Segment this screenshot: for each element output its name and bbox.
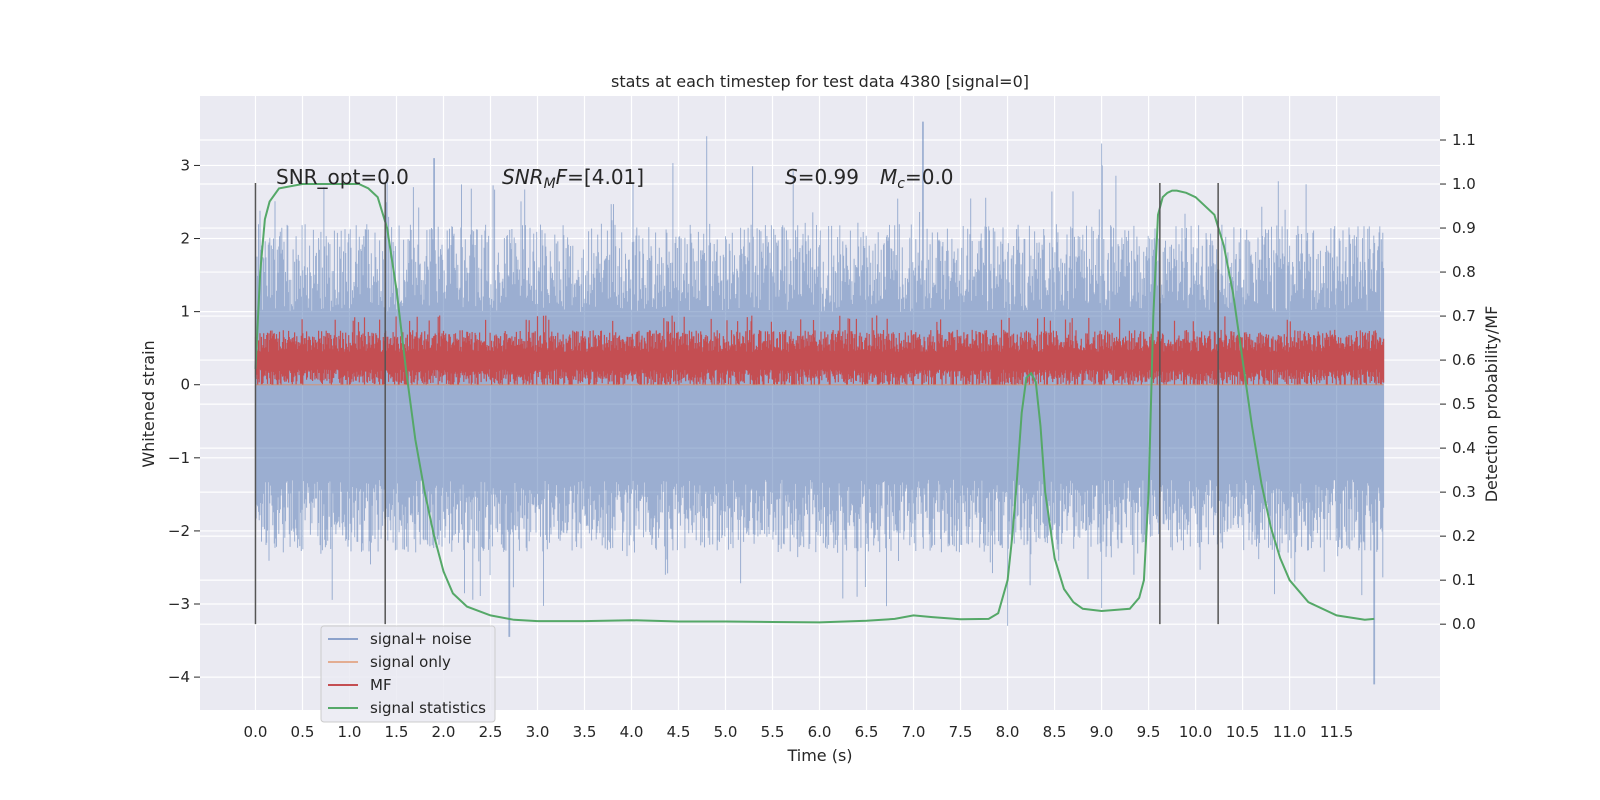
x-tick-label: 10.0 [1179, 723, 1212, 741]
y2-tick-label: 0.3 [1452, 483, 1476, 501]
y2-tick-label: 1.0 [1452, 175, 1476, 193]
y2-tick-label: 0.6 [1452, 351, 1476, 369]
annotation-snr-mf-value: =[4.01] [567, 165, 644, 189]
legend-label-signal-only: signal only [370, 653, 451, 671]
x-tick-label: 7.5 [949, 723, 973, 741]
x-tick-label: 11.0 [1273, 723, 1306, 741]
ticks: 0.0 0.5 1.0 1.5 2.0 2.5 3.0 3.5 4.0 4.5 5.0 5.5 6.0 6… [168, 131, 1476, 741]
x-tick-label: 0.5 [291, 723, 315, 741]
x-tick-label: 5.5 [761, 723, 785, 741]
x-tick-label: 7.0 [902, 723, 926, 741]
y-tick-label: 3 [180, 156, 190, 174]
y2-tick-label: 0.0 [1452, 615, 1476, 633]
x-tick-label: 2.5 [479, 723, 503, 741]
y-tick-label: −2 [168, 522, 190, 540]
annotation-mc-subscript: c [897, 176, 905, 192]
y2-tick-label: 0.9 [1452, 219, 1476, 237]
annotation-mc-value: =0.0 [905, 165, 954, 189]
x-tick-label: 4.0 [620, 723, 644, 741]
y2-tick-label: 0.4 [1452, 439, 1476, 457]
y-tick-label: −3 [168, 595, 190, 613]
y-tick-label: 1 [180, 303, 190, 321]
annotation-snr-mf-f: F [556, 165, 568, 189]
x-tick-label: 8.0 [996, 723, 1020, 741]
legend-box [320, 625, 496, 723]
y-tick-label: −4 [168, 668, 190, 686]
annotation-snr-mf-symbol: SNR [502, 165, 544, 189]
x-tick-label: 8.5 [1043, 723, 1067, 741]
annotation-s-symbol: S [785, 165, 798, 189]
y-tick-label: 0 [180, 376, 190, 394]
x-tick-label: 9.0 [1090, 723, 1114, 741]
x-tick-label: 2.0 [432, 723, 456, 741]
x-tick-label: 1.5 [385, 723, 409, 741]
series-layer [254, 121, 1385, 685]
y2-axis-label: Detection probability/MF [1482, 306, 1501, 503]
x-tick-label: 10.5 [1226, 723, 1259, 741]
annotation-mc: Mc=0.0 [880, 165, 954, 192]
x-tick-label: 1.0 [338, 723, 362, 741]
y2-tick-label: 1.1 [1452, 131, 1476, 149]
y-axis-label: Whitened strain [139, 340, 158, 467]
x-tick-label: 6.5 [855, 723, 879, 741]
legend-label-signal-statistics: signal statistics [370, 699, 486, 717]
y2-tick-label: 0.1 [1452, 571, 1476, 589]
y2-tick-label: 0.5 [1452, 395, 1476, 413]
x-tick-label: 3.0 [526, 723, 550, 741]
annotation-snr-mf-subscript: M [544, 176, 556, 192]
y2-tick-label: 0.7 [1452, 307, 1476, 325]
vertical-lines [254, 183, 1219, 625]
legend: signal+ noise signal only MF signal stat… [320, 625, 496, 723]
y-tick-label: 2 [180, 230, 190, 248]
annotation-s: S=0.99 [785, 165, 859, 189]
x-tick-label: 5.0 [714, 723, 738, 741]
signal-statistics-series [254, 183, 1375, 624]
x-tick-label: 11.5 [1320, 723, 1353, 741]
annotation-snr-opt: SNR_opt=0.0 [276, 165, 409, 189]
x-tick-label: 9.5 [1137, 723, 1161, 741]
annotations: SNR_opt=0.0 SNRMF=[4.01] S=0.99 Mc=0.0 [276, 165, 954, 192]
legend-label-mf: MF [370, 676, 392, 694]
annotation-snr-mf: SNRMF=[4.01] [502, 165, 644, 192]
legend-label-signal-noise: signal+ noise [370, 630, 472, 648]
x-tick-label: 0.0 [244, 723, 268, 741]
x-tick-label: 3.5 [573, 723, 597, 741]
x-tick-label: 6.0 [808, 723, 832, 741]
y-tick-label: −1 [168, 449, 190, 467]
annotation-s-value: =0.99 [798, 165, 859, 189]
y2-tick-label: 0.8 [1452, 263, 1476, 281]
y2-tick-label: 0.2 [1452, 527, 1476, 545]
x-tick-label: 4.5 [667, 723, 691, 741]
chart-title: stats at each timestep for test data 438… [611, 72, 1029, 91]
annotation-mc-symbol: M [880, 165, 897, 189]
x-axis-label: Time (s) [786, 746, 852, 765]
